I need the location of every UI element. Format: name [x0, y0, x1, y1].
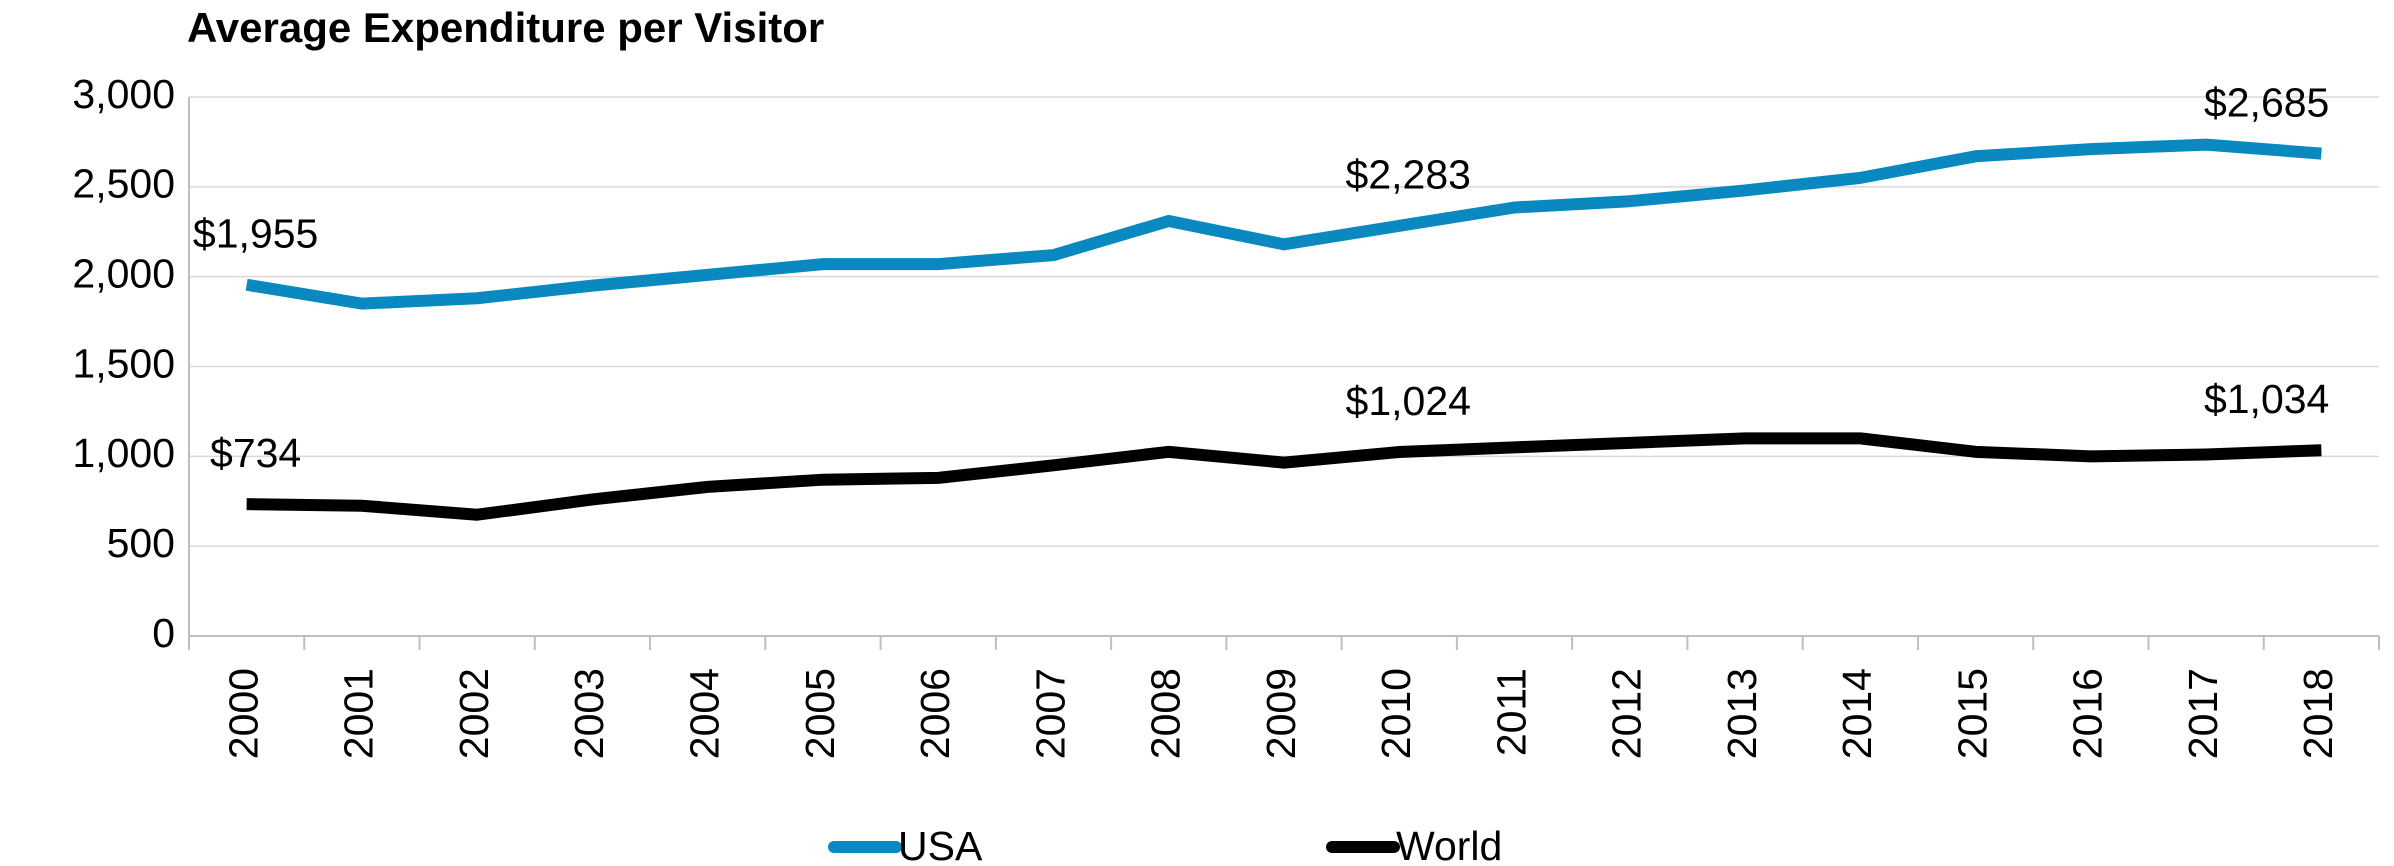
y-tick-label: 3,000: [72, 71, 175, 117]
y-tick-label: 0: [152, 610, 175, 656]
data-label: $2,283: [1346, 152, 1471, 198]
series-line: [246, 432, 2322, 521]
x-tick-label: 2011: [1488, 668, 1534, 756]
x-tick-label: 2012: [1604, 668, 1650, 759]
y-tick-label: 2,000: [72, 250, 175, 296]
x-tick-label: 2013: [1719, 668, 1765, 759]
x-tick-label: 2015: [1949, 668, 1995, 759]
x-tick-label: 2017: [2180, 668, 2226, 759]
x-tick-label: 2014: [1834, 668, 1880, 759]
x-tick-label: 2004: [682, 668, 728, 759]
x-tick-label: 2008: [1143, 668, 1189, 759]
chart-title: Average Expenditure per Visitor: [187, 4, 824, 51]
x-tick-label: 2009: [1258, 668, 1304, 759]
x-tick-label: 2000: [220, 668, 266, 759]
y-tick-label: 2,500: [72, 161, 175, 207]
legend-label: World: [1396, 823, 1502, 866]
x-tick-label: 2018: [2295, 668, 2341, 759]
x-tick-label: 2016: [2065, 668, 2111, 759]
legend-label: USA: [898, 823, 983, 866]
x-tick-label: 2010: [1373, 668, 1419, 759]
data-label: $734: [210, 430, 301, 476]
x-tick-label: 2001: [336, 668, 382, 759]
series-line: [245, 138, 2322, 310]
x-tick-label: 2006: [912, 668, 958, 759]
x-tick-label: 2007: [1027, 668, 1073, 759]
data-label: $1,034: [2204, 376, 2329, 422]
y-tick-label: 1,000: [72, 430, 175, 476]
y-tick-label: 500: [107, 520, 175, 566]
x-tick-label: 2002: [451, 668, 497, 759]
x-tick-label: 2003: [566, 668, 612, 759]
data-label: $2,685: [2204, 79, 2329, 125]
x-tick-label: 2005: [797, 668, 843, 759]
data-label: $1,955: [193, 211, 318, 257]
data-label: $1,024: [1346, 378, 1471, 424]
y-tick-label: 1,500: [72, 340, 175, 386]
